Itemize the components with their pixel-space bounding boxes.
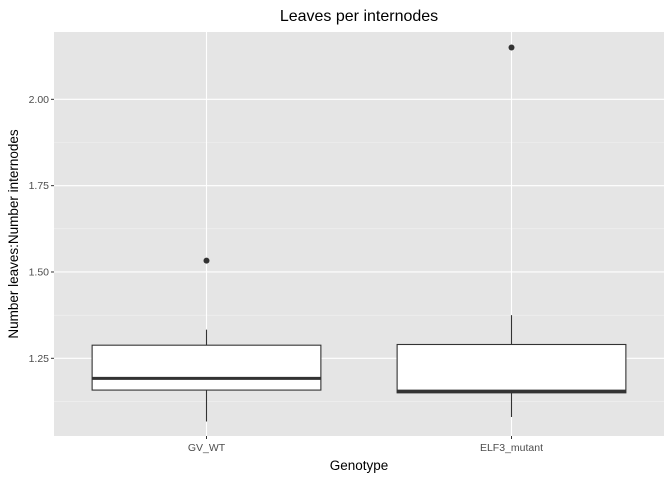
x-tick-label: GV_WT xyxy=(188,442,226,454)
box-GV_WT xyxy=(91,257,322,422)
x-tick-label: ELF3_mutant xyxy=(480,442,543,454)
y-tick-label: 1.25 xyxy=(29,353,50,365)
boxes-layer xyxy=(91,44,627,422)
box-ELF3_mutant xyxy=(396,44,627,418)
x-axis-title: Genotype xyxy=(330,458,389,473)
y-tick-label: 1.75 xyxy=(29,180,50,192)
outlier-point xyxy=(203,257,210,264)
x-axis: GV_WT ELF3_mutant xyxy=(188,436,543,454)
box-iqr xyxy=(91,344,322,391)
y-tick-label: 1.50 xyxy=(29,266,50,278)
y-axis-title: Number leaves:Number internodes xyxy=(6,129,21,339)
y-tick-label: 2.00 xyxy=(29,94,50,106)
y-axis: 1.25 1.50 1.75 2.00 xyxy=(29,94,54,365)
chart-title: Leaves per internodes xyxy=(280,8,438,25)
box-iqr xyxy=(396,343,627,394)
outlier-point xyxy=(508,44,515,51)
